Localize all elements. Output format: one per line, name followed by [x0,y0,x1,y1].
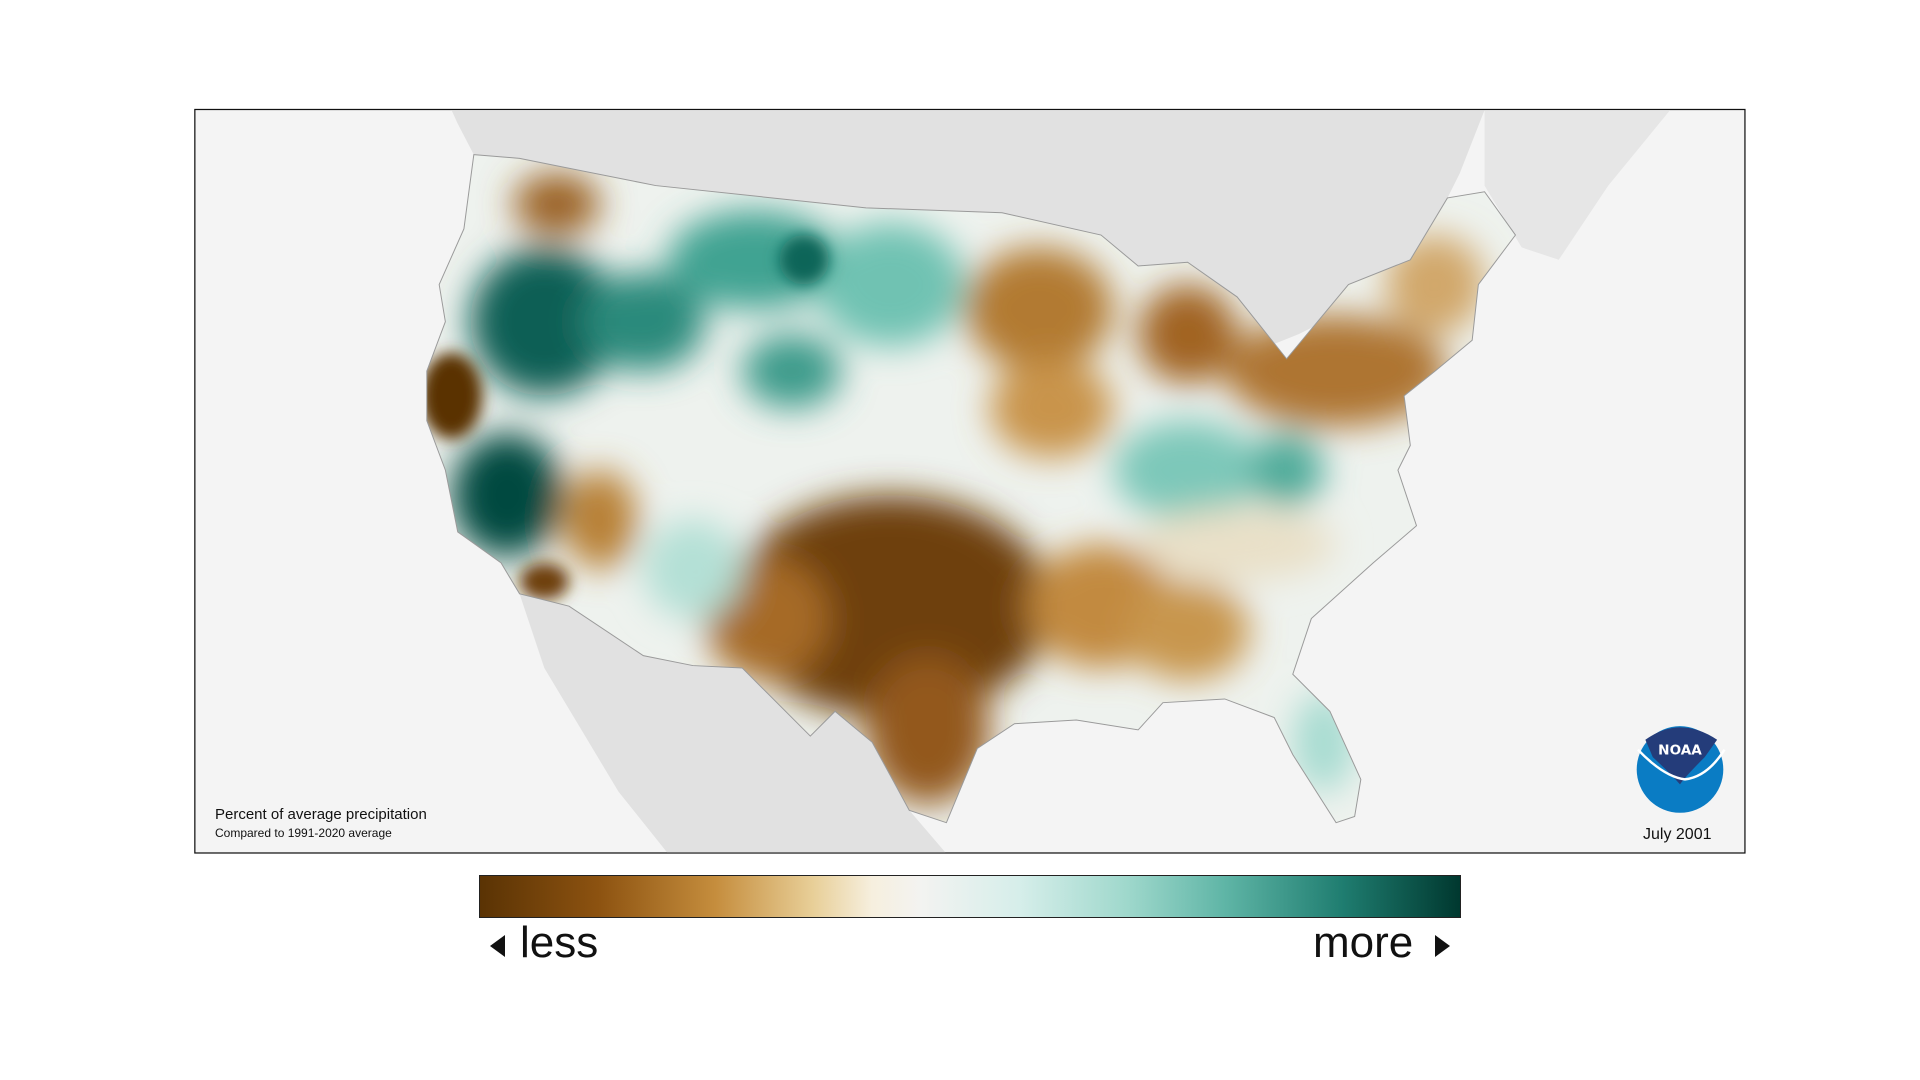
canada-landmass [451,110,1485,359]
map-date: July 2001 [1643,826,1712,843]
noaa-logo: NOAA [1636,726,1726,813]
precipitation-field [426,154,1516,823]
map-title: Percent of average precipitation [215,806,427,823]
mexico-landmass [519,593,946,853]
svg-text:NOAA: NOAA [1658,743,1702,759]
legend-more-label: more [1313,918,1414,967]
arrow-left-icon [490,935,505,957]
atlantic-canada [1484,110,1671,260]
arrow-right-icon [1435,935,1450,957]
legend-less-label: less [520,918,599,967]
legend-color-bar [479,875,1461,918]
map-subtitle: Compared to 1991-2020 average [215,826,392,840]
